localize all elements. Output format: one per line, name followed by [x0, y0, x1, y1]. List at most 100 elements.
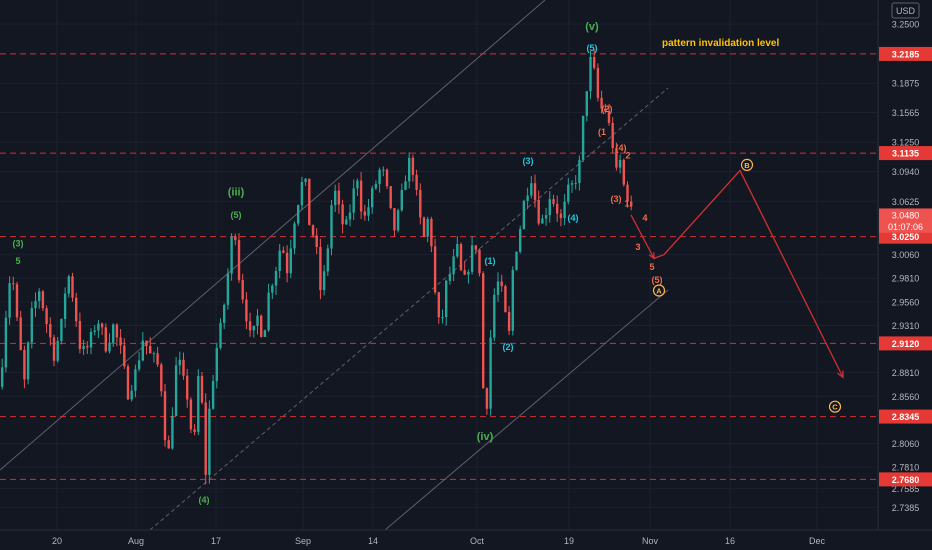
wave-label-21: (5) — [652, 275, 663, 285]
candle-body — [541, 218, 544, 224]
candle-body — [34, 300, 37, 309]
candle-body — [567, 184, 570, 202]
candle-body — [71, 276, 74, 298]
candle-body — [123, 345, 126, 367]
candle-body — [163, 391, 167, 441]
candle-body — [496, 281, 500, 295]
candle-body — [108, 342, 111, 352]
projection-arrowhead-small — [648, 252, 655, 260]
price-tick-1: 3.1875 — [892, 79, 920, 89]
candle-body — [156, 353, 159, 365]
price-tag-label-0: 3.0480 — [892, 210, 920, 220]
candle-body — [56, 341, 59, 361]
candle-body — [19, 317, 22, 350]
candle-body — [256, 315, 259, 326]
candle-body — [552, 199, 555, 204]
candle-body — [537, 199, 540, 224]
price-tag-0 — [879, 208, 932, 222]
level-tag-label-4: 2.8345 — [892, 412, 920, 422]
candle-body — [426, 218, 429, 237]
wave-label-5: 5 — [15, 256, 20, 266]
candle-body — [15, 284, 19, 318]
candle-body — [278, 250, 281, 272]
level-tag-4 — [879, 409, 932, 424]
candle-body — [104, 327, 107, 352]
candle-body — [519, 229, 522, 252]
projection-line — [630, 169, 844, 378]
candle-body — [596, 67, 600, 98]
candle-body — [448, 274, 452, 281]
currency-badge[interactable] — [891, 2, 920, 19]
candle-body — [160, 364, 163, 392]
candle-body — [171, 415, 174, 449]
candle-body — [75, 297, 78, 322]
candle-body — [211, 381, 215, 409]
candle-body — [578, 159, 581, 184]
circle-label-2: C — [832, 403, 838, 412]
circle-label-ring-0 — [652, 284, 666, 297]
candle-body — [100, 323, 104, 328]
candle-body — [618, 159, 622, 168]
candle-body — [93, 330, 96, 332]
trend-channel-lines — [0, 0, 669, 531]
candle-body — [60, 318, 63, 342]
candle-body — [152, 353, 156, 355]
price-ticks: 3.2500 3.1875 3.1565 3.1250 3.0940 3.0625 3.00… — [892, 20, 920, 513]
time-tick-1: Aug — [128, 536, 144, 546]
candle-body — [178, 359, 181, 366]
price-tick-5: 3.0625 — [892, 197, 920, 207]
time-tick-3: Sep — [295, 536, 311, 546]
candle-body — [289, 248, 292, 274]
candle-body — [548, 199, 551, 216]
annotation-text: pattern invalidation level — [662, 38, 779, 49]
candle-body — [393, 208, 396, 231]
candle-body — [437, 292, 440, 318]
candle-body — [622, 159, 625, 185]
level-tag-label-3: 2.9120 — [892, 339, 920, 349]
candle-body — [371, 188, 374, 208]
candle-body — [482, 273, 485, 389]
candle-body — [215, 347, 218, 382]
candle-body — [130, 390, 133, 400]
level-tag-0 — [879, 46, 932, 61]
candle-body — [604, 108, 607, 112]
candle-body — [115, 324, 119, 338]
time-tick-7: Nov — [642, 536, 659, 546]
price-tick-7: 2.9810 — [892, 274, 920, 284]
level-tag-1 — [879, 146, 932, 161]
candle-body — [515, 251, 518, 270]
candle-body — [382, 169, 385, 171]
wave-label-6: (iv) — [477, 431, 494, 443]
candle-body — [260, 315, 263, 337]
candle-body — [600, 97, 603, 109]
candle-body — [300, 182, 304, 206]
candle-body — [204, 402, 207, 475]
candle-body — [345, 219, 348, 225]
candle-body — [463, 270, 466, 275]
candle-body — [285, 252, 289, 274]
price-axis: USD — [877, 0, 932, 530]
wave-label-12: (2) — [602, 104, 613, 114]
candle-body — [23, 349, 26, 380]
candle-body — [38, 291, 41, 301]
price-tick-11: 2.8560 — [892, 392, 920, 402]
candle-body — [445, 280, 448, 318]
candle-body — [45, 308, 48, 325]
price-tick-8: 2.9560 — [892, 297, 920, 307]
candle-body — [78, 321, 82, 349]
wave-label-4: (3) — [13, 238, 24, 248]
candle-body — [408, 157, 411, 182]
candle-body — [263, 330, 267, 337]
candle-body — [341, 204, 344, 225]
candle-body — [611, 122, 614, 149]
wave-label-14: (4) — [616, 143, 627, 153]
candle-body — [493, 294, 496, 338]
candle-body — [174, 365, 178, 416]
candle-body — [489, 337, 492, 409]
price-tick-0: 3.2500 — [892, 20, 920, 30]
candle-body — [626, 184, 629, 202]
candle-body — [574, 183, 577, 185]
wave-label-0: (v) — [585, 21, 599, 33]
candle-body — [271, 285, 274, 293]
